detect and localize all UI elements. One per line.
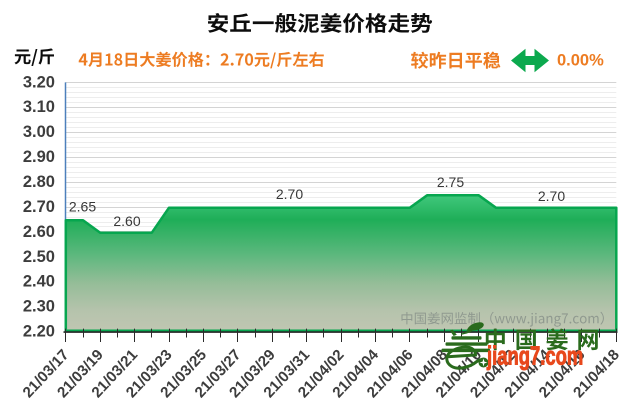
svg-text:2.20: 2.20 [23,323,55,341]
svg-text:2.60: 2.60 [23,223,55,241]
svg-text:2.60: 2.60 [113,213,140,229]
svg-text:2.50: 2.50 [23,248,55,266]
svg-text:3.10: 3.10 [23,98,55,116]
svg-text:2.75: 2.75 [437,174,464,190]
svg-text:2.70: 2.70 [538,188,565,204]
svg-text:2.40: 2.40 [23,273,55,291]
svg-text:0.00%: 0.00% [557,51,604,69]
svg-text:2.65: 2.65 [69,199,96,215]
svg-text:2.70: 2.70 [23,198,55,216]
svg-text:3.20: 3.20 [23,73,55,91]
svg-text:2.90: 2.90 [23,148,55,166]
svg-text:2.80: 2.80 [23,173,55,191]
svg-text:2.30: 2.30 [23,298,55,316]
svg-text:jiang7.com: jiang7.com [486,342,583,371]
svg-text:3.00: 3.00 [23,123,55,141]
svg-text:2.70: 2.70 [276,186,303,202]
